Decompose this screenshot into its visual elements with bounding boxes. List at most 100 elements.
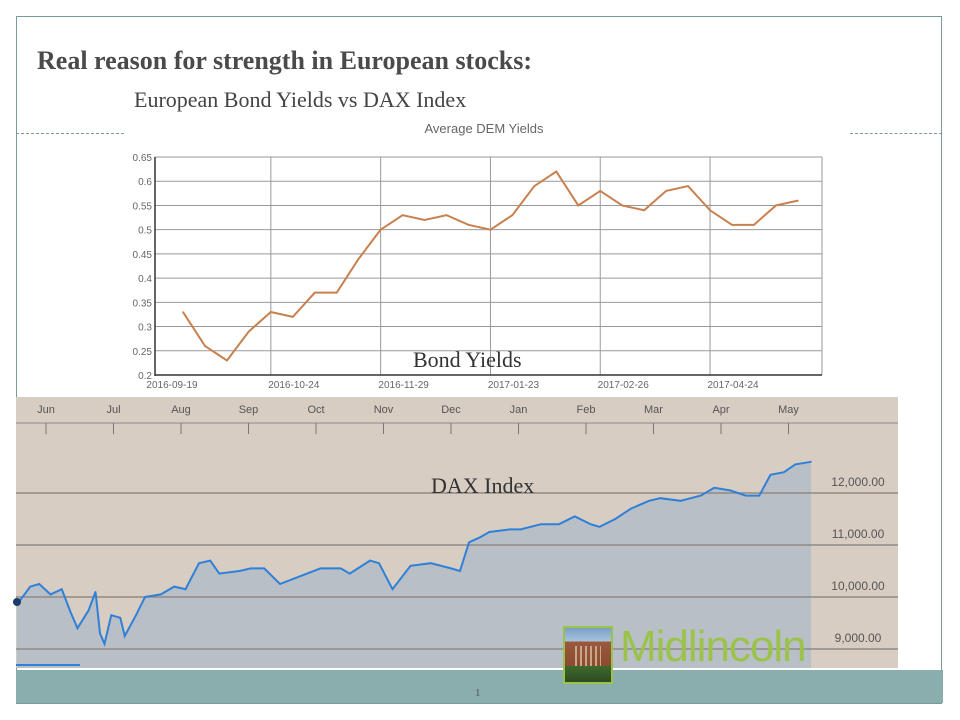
bond-data-point [226, 359, 228, 362]
dax-data-point [144, 596, 146, 598]
dax-data-point [614, 518, 617, 520]
dax-data-point [589, 523, 592, 525]
logo-building-image [563, 626, 613, 684]
dax-data-point [659, 497, 662, 500]
bond-y-tick-label: 0.2 [138, 371, 152, 382]
dax-data-point [249, 567, 252, 570]
bond-data-point [599, 190, 602, 192]
dax-data-point [135, 614, 137, 616]
bond-data-point [555, 170, 558, 173]
dax-data-point [598, 526, 601, 528]
dax-y-tick-label: 11,000.00 [832, 527, 885, 541]
bond-data-point [533, 185, 536, 187]
dax-data-point [103, 643, 106, 645]
dax-data-point [744, 494, 747, 497]
bond-data-point [577, 204, 580, 207]
bond-y-tick-label: 0.65 [133, 153, 153, 164]
bond-data-point [357, 257, 360, 260]
bond-y-tick-label: 0.5 [138, 226, 152, 237]
bond-data-point [445, 214, 448, 216]
dax-month-label: May [778, 404, 799, 416]
dax-data-point [699, 494, 702, 497]
dax-month-label: Sep [239, 404, 259, 416]
page-number: 1 [475, 687, 481, 699]
footer-bar [16, 670, 943, 703]
bond-data-point [313, 291, 316, 294]
dax-data-point [299, 575, 302, 577]
dax-data-point [38, 583, 41, 585]
dax-data-point [263, 567, 266, 570]
dax-y-tick-label: 9,000.00 [835, 631, 882, 645]
dax-data-point [29, 585, 32, 588]
dax-data-point [348, 572, 351, 575]
dax-data-point [87, 609, 90, 611]
bond-y-tick-label: 0.3 [138, 323, 152, 334]
dax-data-point [369, 559, 371, 562]
dax-data-point [110, 614, 113, 616]
dax-data-point [794, 463, 797, 466]
dax-data-point [94, 591, 97, 593]
bond-y-tick-label: 0.4 [138, 274, 152, 285]
bond-chart-title: Average DEM Yields [425, 121, 544, 136]
bond-data-point [489, 228, 492, 231]
dax-data-point [279, 583, 281, 585]
slide-subtitle: European Bond Yields vs DAX Index [134, 87, 467, 112]
bond-data-point [182, 311, 184, 313]
divider-left [16, 133, 124, 134]
dax-month-label: Mar [644, 404, 663, 416]
bond-data-point [248, 330, 250, 333]
bond-y-tick-label: 0.6 [138, 177, 152, 188]
dax-data-point [488, 531, 491, 533]
dax-month-label: Nov [374, 404, 394, 416]
dax-data-point [758, 494, 761, 497]
dax-month-label: Apr [712, 404, 729, 416]
dax-data-point [69, 611, 72, 614]
dax-data-point [648, 500, 650, 502]
bond-yield-chart: Average DEM Yields 0.2 0.25 0.3 0.35 0.4 0.45 0… [124, 115, 850, 398]
bond-x-tick-label: 2017-01-23 [488, 380, 540, 391]
dax-data-point [783, 471, 785, 474]
bond-data-point [687, 185, 689, 187]
dax-month-label: Aug [171, 404, 191, 416]
dax-data-point [729, 489, 731, 492]
bond-yields-label: Bond Yields [413, 347, 522, 372]
dax-data-point [218, 572, 221, 575]
dax-data-point [713, 487, 716, 489]
bond-y-tick-label: 0.25 [133, 347, 153, 358]
bond-data-point [709, 209, 711, 212]
dax-data-point [573, 515, 576, 518]
dax-data-point [679, 500, 682, 502]
bond-data-point [423, 219, 426, 221]
bond-x-tick-label: 2016-11-29 [378, 380, 429, 391]
dax-month-label: Jan [510, 404, 528, 416]
dax-data-point [558, 523, 560, 525]
bond-data-point [643, 209, 645, 212]
dax-data-point [391, 588, 394, 590]
bond-x-tick-label: 2016-10-24 [268, 380, 320, 391]
bond-data-point [467, 224, 470, 226]
bond-data-point [270, 311, 272, 313]
bond-data-point [511, 214, 514, 216]
dax-data-point [630, 507, 632, 510]
dax-data-point [519, 528, 522, 531]
dax-data-point [49, 593, 52, 596]
bond-data-point [335, 291, 338, 294]
dax-data-point [429, 562, 432, 564]
dax-data-point [60, 588, 63, 590]
dax-data-point [76, 627, 79, 629]
dax-area-fill [16, 461, 811, 668]
dax-data-point [119, 617, 122, 619]
bond-data-point [797, 199, 799, 202]
dax-y-tick-label: 10,000.00 [831, 579, 885, 593]
dax-data-point [173, 585, 176, 588]
bond-data-point [775, 204, 777, 207]
dax-month-label: Dec [441, 404, 461, 416]
dax-data-point [409, 565, 412, 567]
dax-month-label: Oct [307, 404, 324, 416]
bond-data-point [753, 224, 755, 226]
bond-x-tick-label: 2017-02-26 [598, 380, 650, 391]
dax-data-point [459, 570, 461, 572]
dax-month-label: Jul [106, 404, 120, 416]
dax-data-point [123, 635, 126, 637]
